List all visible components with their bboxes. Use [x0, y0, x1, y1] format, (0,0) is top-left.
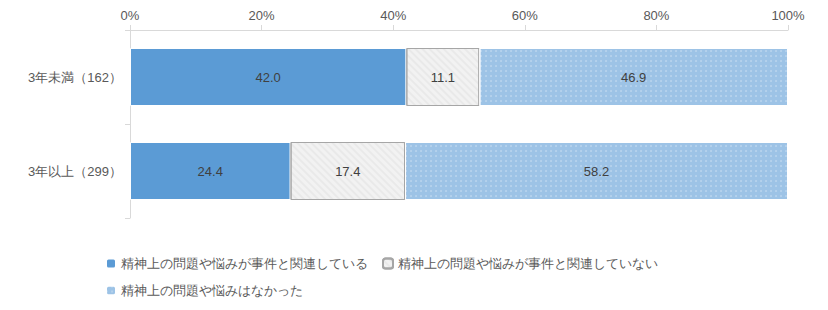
svg-text:17.4: 17.4 — [335, 164, 360, 179]
svg-text:80%: 80% — [643, 8, 669, 23]
svg-text:100%: 100% — [771, 8, 805, 23]
svg-text:24.4: 24.4 — [198, 164, 223, 179]
svg-text:46.9: 46.9 — [621, 70, 646, 85]
svg-text:精神上の問題や悩みが事件と関連している: 精神上の問題や悩みが事件と関連している — [121, 256, 368, 271]
svg-text:3年未満（162）: 3年未満（162） — [28, 70, 122, 85]
svg-text:精神上の問題や悩みはなかった: 精神上の問題や悩みはなかった — [121, 283, 303, 298]
svg-text:60%: 60% — [512, 8, 538, 23]
svg-text:40%: 40% — [380, 8, 406, 23]
svg-text:0%: 0% — [121, 8, 140, 23]
svg-text:3年以上（299）: 3年以上（299） — [28, 164, 122, 179]
svg-text:42.0: 42.0 — [256, 70, 281, 85]
svg-text:20%: 20% — [249, 8, 275, 23]
svg-text:58.2: 58.2 — [584, 164, 609, 179]
svg-text:11.1: 11.1 — [431, 70, 455, 85]
svg-text:精神上の問題や悩みが事件と関連していない: 精神上の問題や悩みが事件と関連していない — [398, 256, 658, 271]
